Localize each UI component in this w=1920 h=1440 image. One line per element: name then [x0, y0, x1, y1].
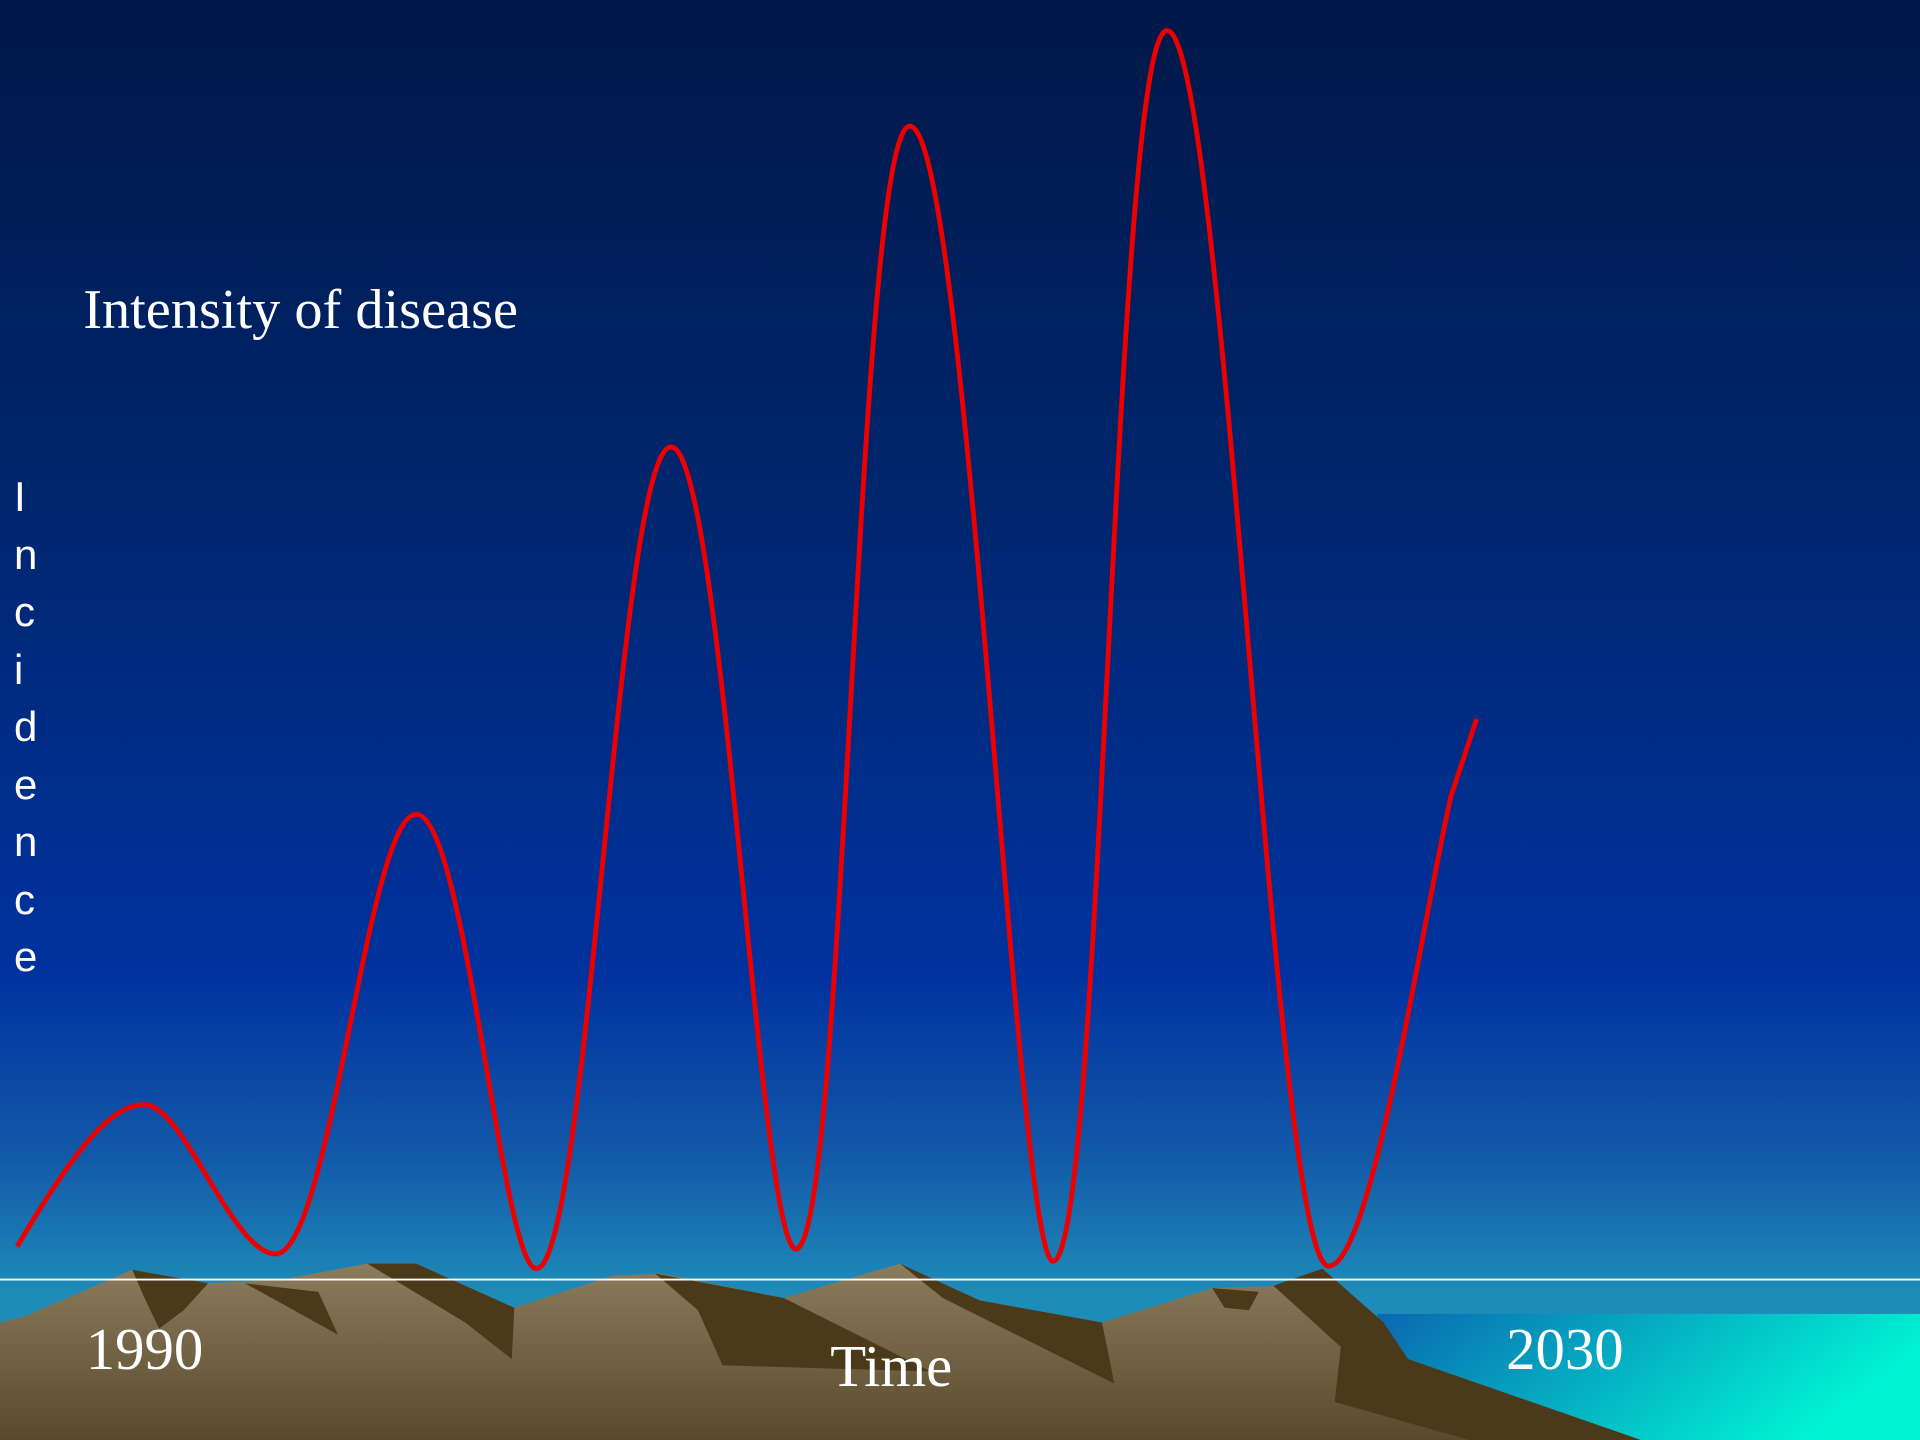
end-year: 2030 — [1506, 1317, 1624, 1382]
x-axis-label: Time — [830, 1334, 952, 1399]
slide: Intensity of disease 1990 2030 Time Inci… — [0, 0, 1920, 1440]
diagram: Intensity of disease 1990 2030 Time — [0, 0, 1920, 1440]
title: Intensity of disease — [83, 279, 518, 341]
start-year: 1990 — [86, 1317, 204, 1382]
sky — [0, 0, 1920, 1440]
y-axis-label: Incidence — [14, 468, 37, 986]
